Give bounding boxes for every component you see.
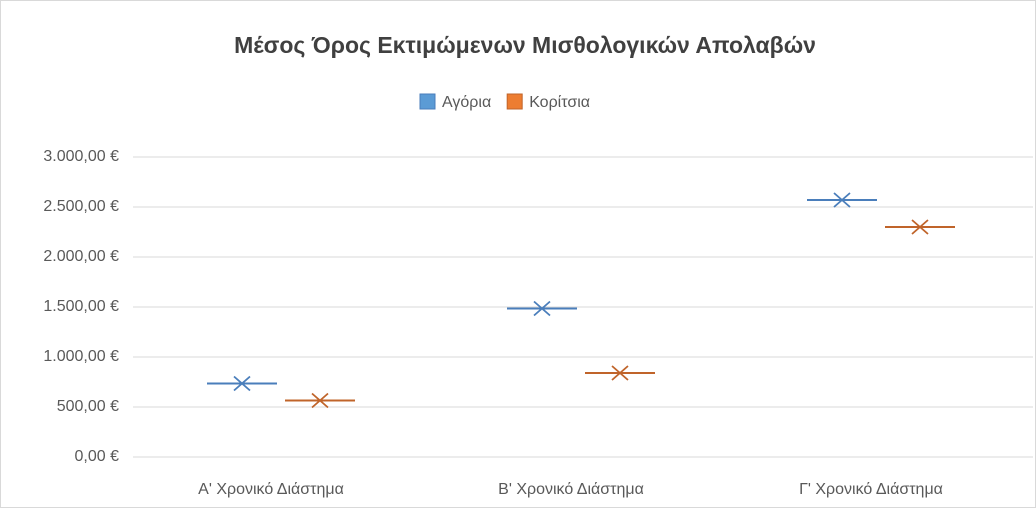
mean-marker xyxy=(807,192,877,208)
mean-marker xyxy=(585,365,655,381)
y-tick-label: 2.000,00 € xyxy=(43,248,119,265)
mean-x xyxy=(833,192,851,208)
x-tick-label: Β' Χρονικό Διάστημα xyxy=(498,481,644,498)
chart-title: Μέσος Όρος Εκτιμώμενων Μισθολογικών Απολ… xyxy=(234,32,816,58)
mean-marker xyxy=(885,219,955,235)
y-tick-label: 1.000,00 € xyxy=(43,348,119,365)
x-tick-label: Α' Χρονικό Διάστημα xyxy=(198,481,344,498)
mean-x xyxy=(611,365,629,381)
y-tick-label: 2.500,00 € xyxy=(43,198,119,215)
x-tick-label: Γ' Χρονικό Διάστημα xyxy=(799,481,943,498)
y-tick-label: 3.000,00 € xyxy=(43,148,119,165)
y-tick-label: 0,00 € xyxy=(75,448,120,465)
legend-swatch xyxy=(419,93,436,110)
mean-x xyxy=(533,300,551,317)
mean-marker xyxy=(207,375,277,392)
legend-swatch xyxy=(506,93,523,110)
mean-x xyxy=(233,375,251,392)
legend-label: Αγόρια xyxy=(442,94,491,111)
y-tick-label: 1.500,00 € xyxy=(43,298,119,315)
mean-x xyxy=(911,219,929,235)
mean-marker xyxy=(507,300,577,317)
legend-label: Κορίτσια xyxy=(529,94,590,111)
mean-marker xyxy=(285,392,355,409)
y-tick-label: 500,00 € xyxy=(57,398,119,415)
mean-x xyxy=(311,392,329,409)
